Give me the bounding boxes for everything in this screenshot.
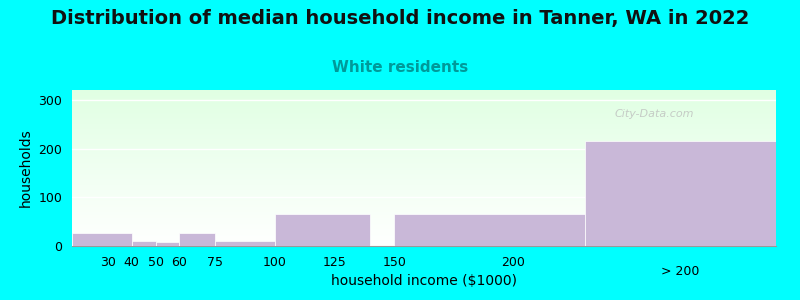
Bar (132, 241, 155, 246)
Bar (585, 141, 776, 246)
Y-axis label: households: households (19, 129, 33, 207)
Text: City-Data.com: City-Data.com (614, 109, 694, 119)
Bar (155, 242, 179, 246)
Text: > 200: > 200 (662, 265, 700, 278)
Text: White residents: White residents (332, 60, 468, 75)
Bar (215, 241, 275, 246)
Bar (72, 233, 132, 246)
Bar (275, 214, 370, 246)
X-axis label: household income ($1000): household income ($1000) (331, 274, 517, 288)
Bar (179, 233, 215, 246)
Text: Distribution of median household income in Tanner, WA in 2022: Distribution of median household income … (51, 9, 749, 28)
Bar (394, 214, 585, 246)
